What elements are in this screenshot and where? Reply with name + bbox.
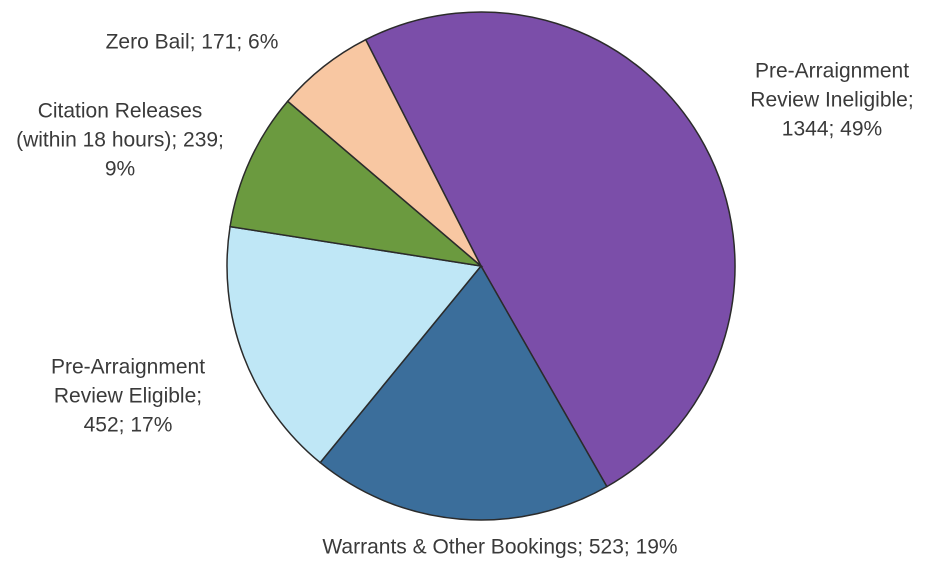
data-label: Pre-Arraignment Review Ineligible; 1344;…	[750, 59, 914, 141]
pie-slice	[226, 225, 483, 464]
data-label: Citation Releases (within 18 hours); 239…	[16, 99, 224, 181]
pie-slice	[319, 264, 608, 521]
pie-slice	[229, 100, 484, 268]
data-label: Zero Bail; 171; 6%	[105, 30, 279, 54]
pie-slice	[364, 11, 736, 488]
data-label: Warrants & Other Bookings; 523; 19%	[322, 535, 678, 559]
pie-slice	[286, 38, 482, 267]
data-label: Pre-Arraignment Review Eligible; 452; 17…	[50, 355, 206, 437]
